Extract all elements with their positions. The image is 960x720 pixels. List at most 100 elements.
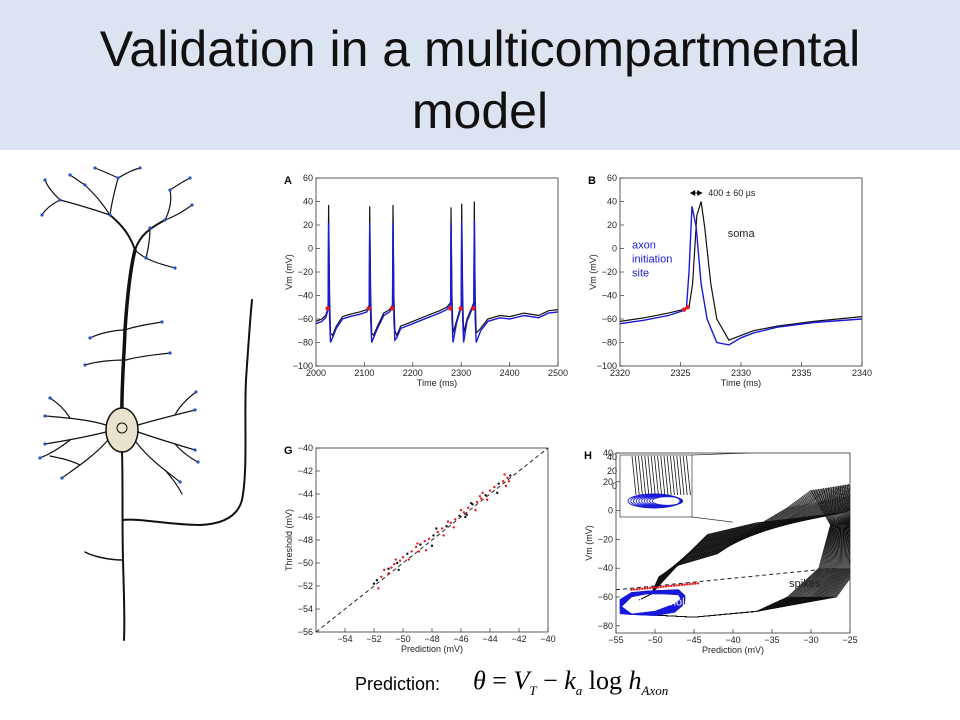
scatter-point: [485, 498, 489, 501]
scatter-point: [449, 521, 453, 524]
y-tick-label: −60: [298, 314, 313, 324]
x-axis-label: Time (ms): [721, 378, 761, 388]
threshold-marker: [672, 584, 676, 587]
y-tick-label: −44: [298, 489, 313, 499]
dendritic-spines: [38, 166, 200, 484]
y-tick-label: 0: [308, 244, 313, 254]
scatter-point: [423, 539, 426, 543]
formula-h: h: [628, 666, 642, 695]
threshold-marker: [688, 582, 692, 586]
scatter-point: [467, 506, 470, 509]
label-axon-initiation-site: axon: [632, 240, 656, 252]
spine: [108, 213, 112, 217]
scatter-point: [504, 484, 508, 488]
spine: [83, 363, 87, 367]
y-tick-label: 60: [607, 173, 617, 183]
basal-dendrite: [174, 391, 197, 416]
x-tick-label: −44: [482, 634, 497, 644]
plot-area: [616, 483, 850, 618]
inset-spike-trace: [638, 455, 643, 496]
x-axis-label: Time (ms): [417, 378, 457, 388]
threshold-marker: [664, 585, 668, 588]
apical-dendrite: [84, 184, 111, 216]
inset-spike-trace: [647, 455, 653, 496]
spine: [188, 176, 192, 180]
spine: [88, 336, 92, 340]
threshold-marker: [651, 586, 655, 589]
axon-collateral: [122, 299, 253, 526]
spine: [193, 448, 197, 452]
apical-dendrite: [44, 179, 61, 201]
trace-axon: [316, 219, 558, 343]
spine: [43, 442, 47, 446]
apical-dendrite: [89, 329, 126, 339]
y-tick-label: −56: [298, 627, 313, 637]
formula-minus: −: [536, 666, 565, 695]
scatter-point: [397, 568, 400, 572]
x-tick-label: −50: [647, 635, 662, 645]
y-tick-label: −80: [598, 621, 613, 631]
spike-threshold-marker: [447, 306, 453, 311]
scatter-point: [425, 549, 428, 552]
y-tick-label: −48: [298, 535, 313, 545]
spike-threshold-marker: [471, 306, 476, 311]
apical-dendrite: [124, 321, 163, 331]
inset-spike-trace: [686, 455, 691, 496]
plot-frame: [619, 177, 863, 367]
threshold-marker: [683, 583, 686, 586]
y-axis-label: Vm (mV): [284, 254, 294, 290]
spike-trajectory: [639, 509, 850, 618]
y-tick-label: 0: [612, 244, 617, 254]
inset-spike-trace: [660, 455, 666, 496]
scatter-point: [480, 497, 483, 500]
x-tick-label: 2200: [403, 368, 423, 378]
spine: [196, 460, 200, 464]
plot-area: [316, 448, 548, 632]
x-tick-label: 2320: [610, 368, 630, 378]
scatter-point: [419, 543, 422, 546]
inset-spike-trace: [673, 455, 678, 496]
x-tick-label: −30: [803, 635, 818, 645]
x-tick-label: −52: [366, 634, 381, 644]
y-tick-label: −42: [298, 466, 313, 476]
identity-line: [316, 448, 548, 632]
inset-connector: [691, 452, 749, 456]
x-tick-label: −50: [395, 634, 410, 644]
y-tick-label: −54: [298, 604, 313, 614]
spine: [48, 396, 52, 400]
spine: [58, 198, 62, 202]
y-tick-label: −40: [298, 443, 313, 453]
threshold-marker: [696, 582, 700, 585]
basal-dendrite: [49, 397, 71, 419]
scatter-point: [416, 542, 419, 545]
scatter-point: [398, 559, 402, 562]
apical-dendrite: [69, 174, 86, 186]
x-tick-label: 2500: [548, 368, 568, 378]
threshold-marker: [654, 586, 657, 589]
scatter-point: [417, 550, 421, 553]
delay-annotation: 400 ± 60 µs: [708, 188, 756, 198]
formula-k: k: [564, 666, 576, 695]
scatter-point: [454, 518, 457, 521]
panel-letter: G: [284, 445, 293, 457]
scatter-point: [380, 575, 383, 578]
inset-spike-trace: [663, 455, 669, 496]
x-tick-label: −46: [453, 634, 468, 644]
y-tick-label: −80: [298, 338, 313, 348]
scatter-point: [440, 527, 444, 530]
y-tick-label: 20: [607, 220, 617, 230]
x-tick-label: 2330: [731, 368, 751, 378]
x-tick-label: −25: [842, 635, 857, 645]
spine: [138, 166, 142, 170]
scatter-point: [410, 550, 413, 553]
spine: [168, 188, 172, 192]
y-tick-label: −60: [598, 592, 613, 602]
scatter-point: [496, 491, 499, 495]
apical-dendrite: [134, 249, 176, 269]
scatter-point: [465, 513, 468, 516]
apical-dendrite: [164, 189, 172, 221]
formula-log: log: [582, 666, 629, 695]
scatter-point: [414, 545, 418, 549]
scatter-point: [501, 480, 505, 483]
x-tick-label: 2300: [451, 368, 471, 378]
